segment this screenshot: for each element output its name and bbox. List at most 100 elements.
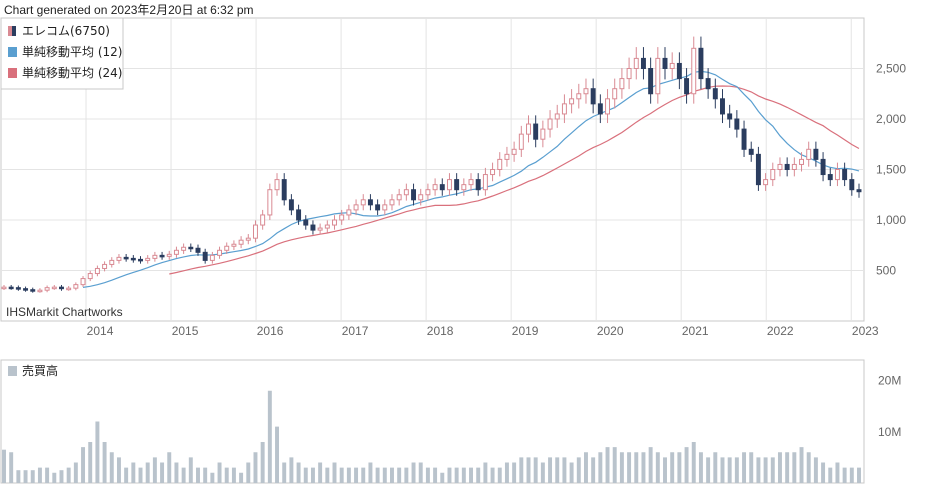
volume-bar [131, 462, 136, 483]
candle-body [102, 263, 108, 269]
volume-bar [512, 462, 517, 483]
candle-body [389, 199, 395, 206]
x-tick-label: 2022 [767, 324, 794, 338]
candle-body [590, 88, 596, 105]
candle-body [37, 289, 43, 293]
volume-bar [339, 467, 344, 483]
candle-body [209, 254, 215, 261]
candle-body [633, 57, 639, 70]
volume-bar [160, 462, 165, 483]
volume-bar [325, 467, 330, 483]
candle-body [252, 224, 258, 239]
chart-credit: IHSMarkit Chartworks [6, 305, 123, 319]
volume-legend-label: 売買高 [22, 363, 58, 378]
candle-body [66, 287, 72, 291]
volume-bar [303, 467, 308, 483]
volume-bar [217, 462, 222, 483]
volume-legend: 売買高 [8, 363, 58, 378]
candle-body [138, 258, 143, 262]
volume-bar [9, 452, 14, 483]
y-tick-label: 1,500 [876, 163, 906, 177]
volume-bar [483, 462, 488, 483]
candle-icon [12, 26, 16, 36]
candle-body [526, 123, 531, 135]
candle-body [720, 98, 725, 115]
candle-body [640, 57, 646, 70]
candle-body [734, 118, 740, 130]
volume-bar [454, 467, 459, 483]
volume-bar [497, 467, 502, 483]
volume-bar [167, 452, 172, 483]
volume-bar [648, 447, 653, 483]
volume-bar [806, 452, 811, 483]
volume-bar [124, 467, 129, 483]
candle-body [51, 286, 57, 290]
candle-body [382, 204, 388, 211]
candle-body [432, 184, 438, 191]
candle-body [461, 184, 467, 191]
volume-bar [605, 447, 610, 483]
candle-body [346, 209, 352, 216]
volume-bar [346, 467, 351, 483]
x-tick-label: 2017 [342, 324, 369, 338]
candle-body [411, 189, 417, 201]
volume-bar [411, 462, 416, 483]
volume-bar [397, 467, 402, 483]
volume-bar [275, 426, 280, 483]
candle-body [597, 103, 603, 115]
candle-body [777, 163, 783, 170]
x-tick-label: 2023 [852, 324, 879, 338]
candle-body [109, 259, 115, 265]
volume-bar [181, 467, 186, 483]
candle-body [504, 153, 510, 160]
volume-bar [30, 470, 35, 483]
volume-bar [770, 457, 775, 483]
candles [1, 36, 862, 293]
candle-body [159, 254, 165, 258]
candle-body [727, 113, 733, 120]
volume-bar [504, 462, 509, 483]
volume-bar [476, 467, 481, 483]
candle-body [547, 118, 553, 130]
volume-bar [23, 470, 28, 483]
volume-bar [354, 467, 359, 483]
x-tick-label: 2019 [512, 324, 539, 338]
candle-body [130, 257, 136, 261]
candle-body [655, 57, 661, 95]
volume-bar [253, 452, 258, 483]
x-tick-label: 2020 [597, 324, 624, 338]
candle-body [676, 62, 682, 80]
candle-body [576, 93, 582, 100]
volume-bar [203, 467, 208, 483]
volume-bar [821, 462, 826, 483]
volume-bar [66, 467, 71, 483]
volume-bar [777, 452, 782, 483]
volume-bar [742, 452, 747, 483]
candle-body [468, 179, 474, 186]
candle-body [698, 47, 704, 80]
candle-body [324, 224, 330, 229]
volume-bar [562, 457, 567, 483]
candle-body [87, 273, 93, 280]
candle-body [799, 158, 804, 165]
candle-body [360, 199, 366, 206]
volume-bar [720, 457, 725, 483]
volume-bar [174, 462, 179, 483]
candle-body [540, 128, 546, 140]
volume-bar [655, 452, 660, 483]
volume-panel [0, 359, 865, 484]
price-legend: エレコム(6750) 単純移動平均 (12) 単純移動平均 (24) [0, 17, 124, 90]
x-tick-label: 2021 [682, 324, 709, 338]
volume-bar [45, 467, 50, 483]
candle-body [281, 179, 287, 201]
candle-body [202, 251, 208, 261]
volume-bar [706, 457, 711, 483]
chart-generated-caption: Chart generated on 2023年2月20日 at 6:32 pm [4, 3, 254, 17]
candle-body [317, 227, 323, 231]
volume-bar [691, 442, 696, 483]
candle-body [245, 237, 251, 241]
candle-body [224, 245, 230, 251]
candle-body [375, 204, 381, 211]
volume-bar [634, 452, 639, 483]
